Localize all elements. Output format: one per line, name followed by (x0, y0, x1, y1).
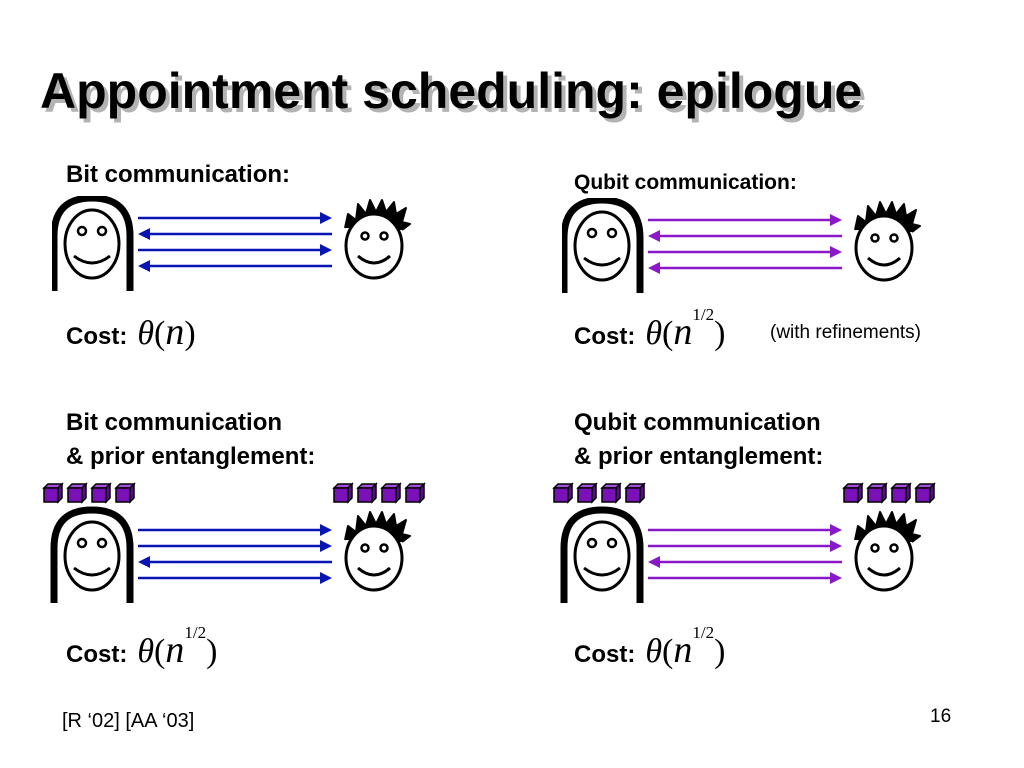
open-paren: ( (154, 315, 166, 352)
qubit-cube-icon (600, 482, 622, 504)
theta-symbol: θ (137, 633, 155, 670)
qubit-cube-icon (380, 482, 402, 504)
cost-formula: θ(n1/2) (645, 624, 726, 672)
panel-label-qubit-entanglement-line1: Qubit communication (574, 409, 821, 436)
open-paren: ( (154, 633, 166, 670)
qubit-cube-icon (842, 482, 864, 504)
panel-label-bit-entanglement-line2: & prior entanglement: (66, 443, 316, 470)
alice-qubit-cubes (552, 482, 646, 504)
qubit-cube-icon (890, 482, 912, 504)
variable-n: n (673, 311, 693, 353)
qubit-cube-icon (552, 482, 574, 504)
page-title-shadow: Appointment scheduling: epilogue (44, 67, 867, 123)
message-arrows (648, 524, 842, 584)
cost-qubit-entanglement: Cost: θ(n1/2) (574, 624, 726, 672)
variable-n: n (165, 629, 185, 671)
exponent: 1/2 (184, 623, 207, 642)
bob-qubit-cubes (842, 482, 936, 504)
close-paren: ) (206, 633, 218, 670)
bob-spiky-hair-face-icon (344, 511, 411, 592)
variable-n: n (165, 311, 185, 353)
cost-qubit-communication: Cost: θ(n1/2) (574, 306, 726, 354)
close-paren: ) (184, 315, 196, 352)
close-paren: ) (714, 633, 726, 670)
communication-diagram (52, 196, 411, 291)
scene-qubit-entanglement (550, 480, 960, 610)
open-paren: ( (662, 315, 674, 352)
communication-diagram (552, 482, 936, 603)
page-title: Appointment scheduling: epilogue (40, 63, 863, 119)
qubit-cube-icon (914, 482, 936, 504)
alice-girl-face-icon (560, 506, 644, 603)
scene-bit-communication (52, 196, 412, 306)
cost-bit-entanglement: Cost: θ(n1/2) (66, 624, 218, 672)
cost-bit-communication: Cost: θ(n) (66, 310, 196, 354)
message-arrows (648, 214, 842, 274)
alice-girl-face-icon (50, 506, 134, 603)
theta-symbol: θ (645, 315, 663, 352)
title-block: Appointment scheduling: epilogue Appoint… (40, 62, 1000, 142)
cost-label: Cost: (574, 641, 636, 668)
scene-qubit-communication (562, 198, 922, 308)
bob-spiky-hair-face-icon (854, 511, 921, 592)
message-arrows (138, 212, 332, 272)
bob-spiky-hair-face-icon (854, 201, 921, 282)
qubit-cube-icon (866, 482, 888, 504)
panel-label-qubit-entanglement-line2: & prior entanglement: (574, 443, 824, 470)
qubit-cube-icon (332, 482, 354, 504)
cost-formula: θ(n) (137, 310, 195, 354)
panel-label-bit-entanglement-line1: Bit communication (66, 409, 283, 436)
qubit-cube-icon (42, 482, 64, 504)
alice-qubit-cubes (42, 482, 136, 504)
exponent: 1/2 (692, 623, 715, 642)
message-arrows (138, 524, 332, 584)
scene-bit-entanglement (40, 480, 450, 610)
page-number: 16 (930, 706, 952, 727)
cost-label: Cost: (66, 641, 128, 668)
close-paren: ) (714, 315, 726, 352)
panel-label-bit-communication: Bit communication: (66, 161, 291, 188)
open-paren: ( (662, 633, 674, 670)
qubit-cube-icon (624, 482, 646, 504)
theta-symbol: θ (645, 633, 663, 670)
qubit-cube-icon (576, 482, 598, 504)
exponent: 1/2 (692, 305, 715, 324)
cost-label: Cost: (574, 323, 636, 350)
qubit-cube-icon (66, 482, 88, 504)
panel-label-qubit-communication: Qubit communication: (574, 171, 797, 194)
qubit-cube-icon (404, 482, 426, 504)
refinements-note: (with refinements) (770, 322, 921, 343)
communication-diagram (42, 482, 426, 603)
qubit-cube-icon (356, 482, 378, 504)
citation: [R ‘02] [AA ‘03] (62, 710, 195, 732)
cost-formula: θ(n1/2) (137, 624, 218, 672)
theta-symbol: θ (137, 315, 155, 352)
alice-girl-face-icon (562, 198, 644, 293)
cost-label: Cost: (66, 323, 128, 350)
variable-n: n (673, 629, 693, 671)
alice-girl-face-icon (52, 196, 134, 291)
cost-formula: θ(n1/2) (645, 306, 726, 354)
qubit-cube-icon (90, 482, 112, 504)
bob-qubit-cubes (332, 482, 426, 504)
qubit-cube-icon (114, 482, 136, 504)
bob-spiky-hair-face-icon (344, 199, 411, 280)
communication-diagram (562, 198, 921, 293)
